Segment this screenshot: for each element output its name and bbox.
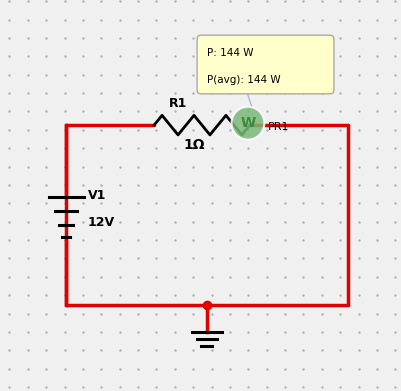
Text: PR1: PR1 [267, 122, 289, 132]
Text: P(avg): 144 W: P(avg): 144 W [207, 75, 280, 85]
Circle shape [231, 107, 264, 140]
Text: V1: V1 [87, 189, 106, 202]
Text: 1Ω: 1Ω [183, 138, 205, 152]
Text: 12V: 12V [87, 216, 114, 230]
Text: R1: R1 [169, 97, 187, 110]
Text: P: 144 W: P: 144 W [207, 48, 253, 58]
Text: W: W [240, 116, 255, 130]
FancyBboxPatch shape [196, 35, 333, 94]
